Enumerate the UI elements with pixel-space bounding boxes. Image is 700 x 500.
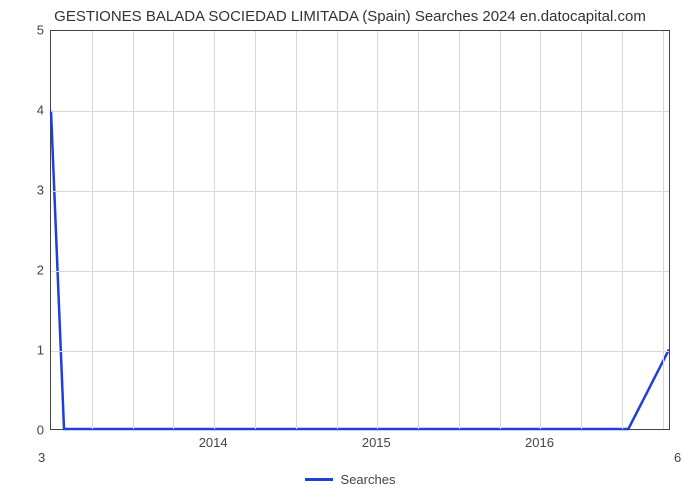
gridline-vertical (173, 31, 174, 429)
y-tick-label: 5 (4, 23, 44, 38)
y-tick-label: 1 (4, 343, 44, 358)
series-line (51, 31, 669, 429)
plot-area (50, 30, 670, 430)
gridline-horizontal (51, 111, 669, 112)
x-tick-label: 2015 (362, 435, 391, 450)
gridline-vertical (214, 31, 215, 429)
gridline-vertical (540, 31, 541, 429)
gridline-horizontal (51, 271, 669, 272)
gridline-horizontal (51, 191, 669, 192)
chart-title: GESTIONES BALADA SOCIEDAD LIMITADA (Spai… (0, 8, 700, 25)
x-tick-label: 2016 (525, 435, 554, 450)
legend: Searches (0, 468, 700, 487)
gridline-vertical (663, 31, 664, 429)
gridline-vertical (418, 31, 419, 429)
gridline-vertical (337, 31, 338, 429)
corner-bottom-right: 6 (674, 450, 681, 465)
y-tick-label: 0 (4, 423, 44, 438)
gridline-vertical (92, 31, 93, 429)
legend-label: Searches (341, 472, 396, 487)
gridline-horizontal (51, 351, 669, 352)
x-tick-label: 2014 (199, 435, 228, 450)
gridline-vertical (255, 31, 256, 429)
legend-item-searches: Searches (305, 472, 396, 487)
y-tick-label: 3 (4, 183, 44, 198)
gridline-vertical (133, 31, 134, 429)
corner-bottom-left: 3 (38, 450, 45, 465)
gridline-vertical (622, 31, 623, 429)
gridline-vertical (296, 31, 297, 429)
y-tick-label: 2 (4, 263, 44, 278)
gridline-vertical (459, 31, 460, 429)
y-tick-label: 4 (4, 103, 44, 118)
gridline-vertical (377, 31, 378, 429)
legend-swatch (305, 478, 333, 481)
gridline-vertical (500, 31, 501, 429)
gridline-vertical (581, 31, 582, 429)
